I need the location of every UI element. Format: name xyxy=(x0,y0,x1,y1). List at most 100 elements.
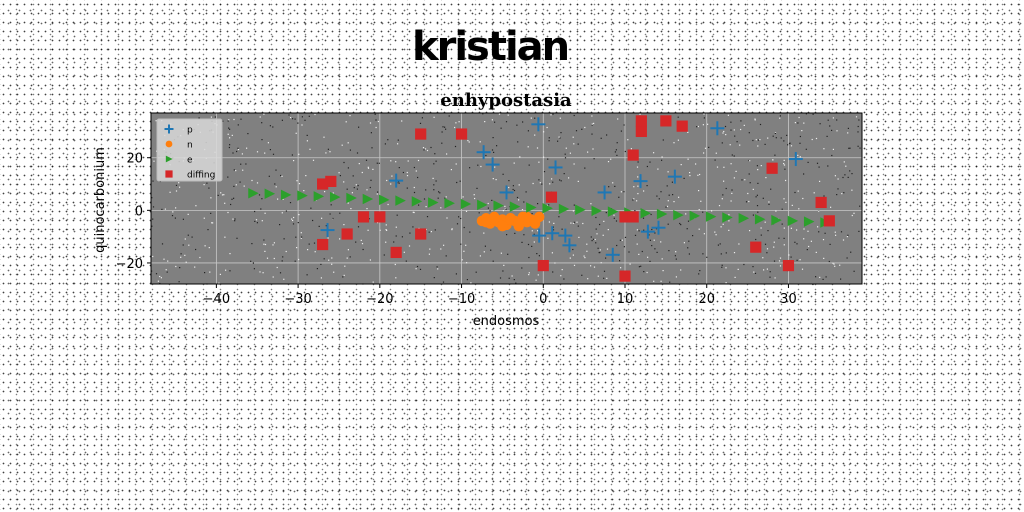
noise-dot xyxy=(720,253,722,255)
noise-dot xyxy=(434,229,436,231)
chart-title: enhypostasia xyxy=(440,90,572,111)
noise-dot xyxy=(636,166,639,168)
noise-dot xyxy=(818,210,820,212)
noise-dot xyxy=(698,190,700,192)
noise-dot xyxy=(843,161,845,163)
noise-dot xyxy=(372,168,374,170)
noise-dot xyxy=(516,124,518,126)
noise-dot xyxy=(801,130,803,132)
noise-dot xyxy=(445,128,447,130)
noise-dot xyxy=(575,130,578,132)
noise-dot xyxy=(406,175,409,177)
noise-dot xyxy=(797,190,799,192)
noise-dot xyxy=(460,217,462,220)
noise-dot xyxy=(203,217,205,219)
noise-dot xyxy=(658,198,660,200)
noise-dot xyxy=(437,197,439,199)
noise-dot xyxy=(292,219,294,222)
noise-dot xyxy=(221,194,224,196)
noise-dot xyxy=(219,273,221,275)
data-point-e xyxy=(493,200,504,211)
data-marks xyxy=(248,115,835,282)
noise-dot xyxy=(175,184,178,186)
noise-dot xyxy=(437,268,439,270)
noise-dot xyxy=(557,140,559,142)
noise-dot xyxy=(851,214,853,217)
noise-dot xyxy=(799,142,801,144)
noise-dot xyxy=(688,253,690,255)
noise-dot xyxy=(573,114,575,117)
data-point-diffing xyxy=(627,211,639,223)
noise-dot xyxy=(813,192,815,194)
noise-dot xyxy=(720,226,722,228)
noise-dot xyxy=(279,272,282,274)
noise-dot xyxy=(430,146,432,149)
noise-dot xyxy=(349,256,351,258)
noise-dot xyxy=(550,114,552,116)
noise-dot xyxy=(206,182,208,184)
noise-dot xyxy=(628,251,630,253)
noise-dot xyxy=(716,166,719,168)
noise-dot xyxy=(678,196,680,198)
noise-dot xyxy=(641,250,643,253)
noise-dot xyxy=(564,157,567,159)
noise-dot xyxy=(207,229,209,231)
noise-dot xyxy=(675,276,677,278)
noise-dot xyxy=(222,120,224,122)
noise-dot xyxy=(806,249,808,251)
noise-dot xyxy=(549,183,551,185)
noise-dot xyxy=(620,191,622,193)
noise-dot xyxy=(595,242,597,244)
noise-dot xyxy=(384,143,386,145)
noise-dot xyxy=(616,142,618,144)
noise-dot xyxy=(636,200,638,202)
noise-dot xyxy=(637,185,639,187)
noise-dot xyxy=(425,206,427,208)
noise-dot xyxy=(730,200,732,202)
noise-dot xyxy=(840,231,843,233)
noise-dot xyxy=(671,181,673,183)
noise-dot xyxy=(649,260,651,262)
noise-dot xyxy=(234,218,236,220)
noise-dot xyxy=(263,243,265,245)
data-point-diffing xyxy=(317,238,329,251)
legend-label: p xyxy=(187,126,193,136)
data-point-p xyxy=(548,160,563,175)
noise-dot xyxy=(836,130,838,132)
noise-dot xyxy=(790,227,792,229)
noise-dot xyxy=(803,228,805,230)
noise-dot xyxy=(329,213,331,215)
noise-dot xyxy=(442,126,444,128)
data-point-diffing xyxy=(374,211,386,223)
data-point-p xyxy=(532,228,547,243)
noise-dot xyxy=(495,179,497,181)
noise-dot xyxy=(714,159,716,161)
noise-dot xyxy=(548,140,550,142)
x-tick-label: 20 xyxy=(698,292,715,307)
noise-dot xyxy=(731,154,733,156)
noise-dot xyxy=(640,265,642,267)
noise-dot xyxy=(767,137,769,139)
noise-dot xyxy=(649,239,651,241)
noise-dot xyxy=(256,151,259,153)
noise-dot xyxy=(174,217,176,219)
noise-dot xyxy=(367,167,370,169)
noise-dot xyxy=(677,116,679,118)
noise-dot xyxy=(762,257,764,259)
noise-dot xyxy=(554,262,556,264)
noise-dot xyxy=(552,181,554,183)
noise-dot xyxy=(283,278,285,280)
noise-dot xyxy=(638,230,640,232)
noise-dot xyxy=(650,213,652,216)
noise-dot xyxy=(646,271,648,274)
noise-dot xyxy=(367,229,369,231)
noise-dot xyxy=(633,198,635,200)
y-axis-label: quinocarbonium xyxy=(93,147,108,253)
data-point-p xyxy=(545,226,560,241)
noise-dot xyxy=(637,193,639,195)
data-point-n xyxy=(529,215,541,227)
noise-dot xyxy=(823,257,825,259)
noise-dot xyxy=(417,176,419,179)
noise-dot xyxy=(815,137,818,140)
noise-dot xyxy=(296,180,298,182)
